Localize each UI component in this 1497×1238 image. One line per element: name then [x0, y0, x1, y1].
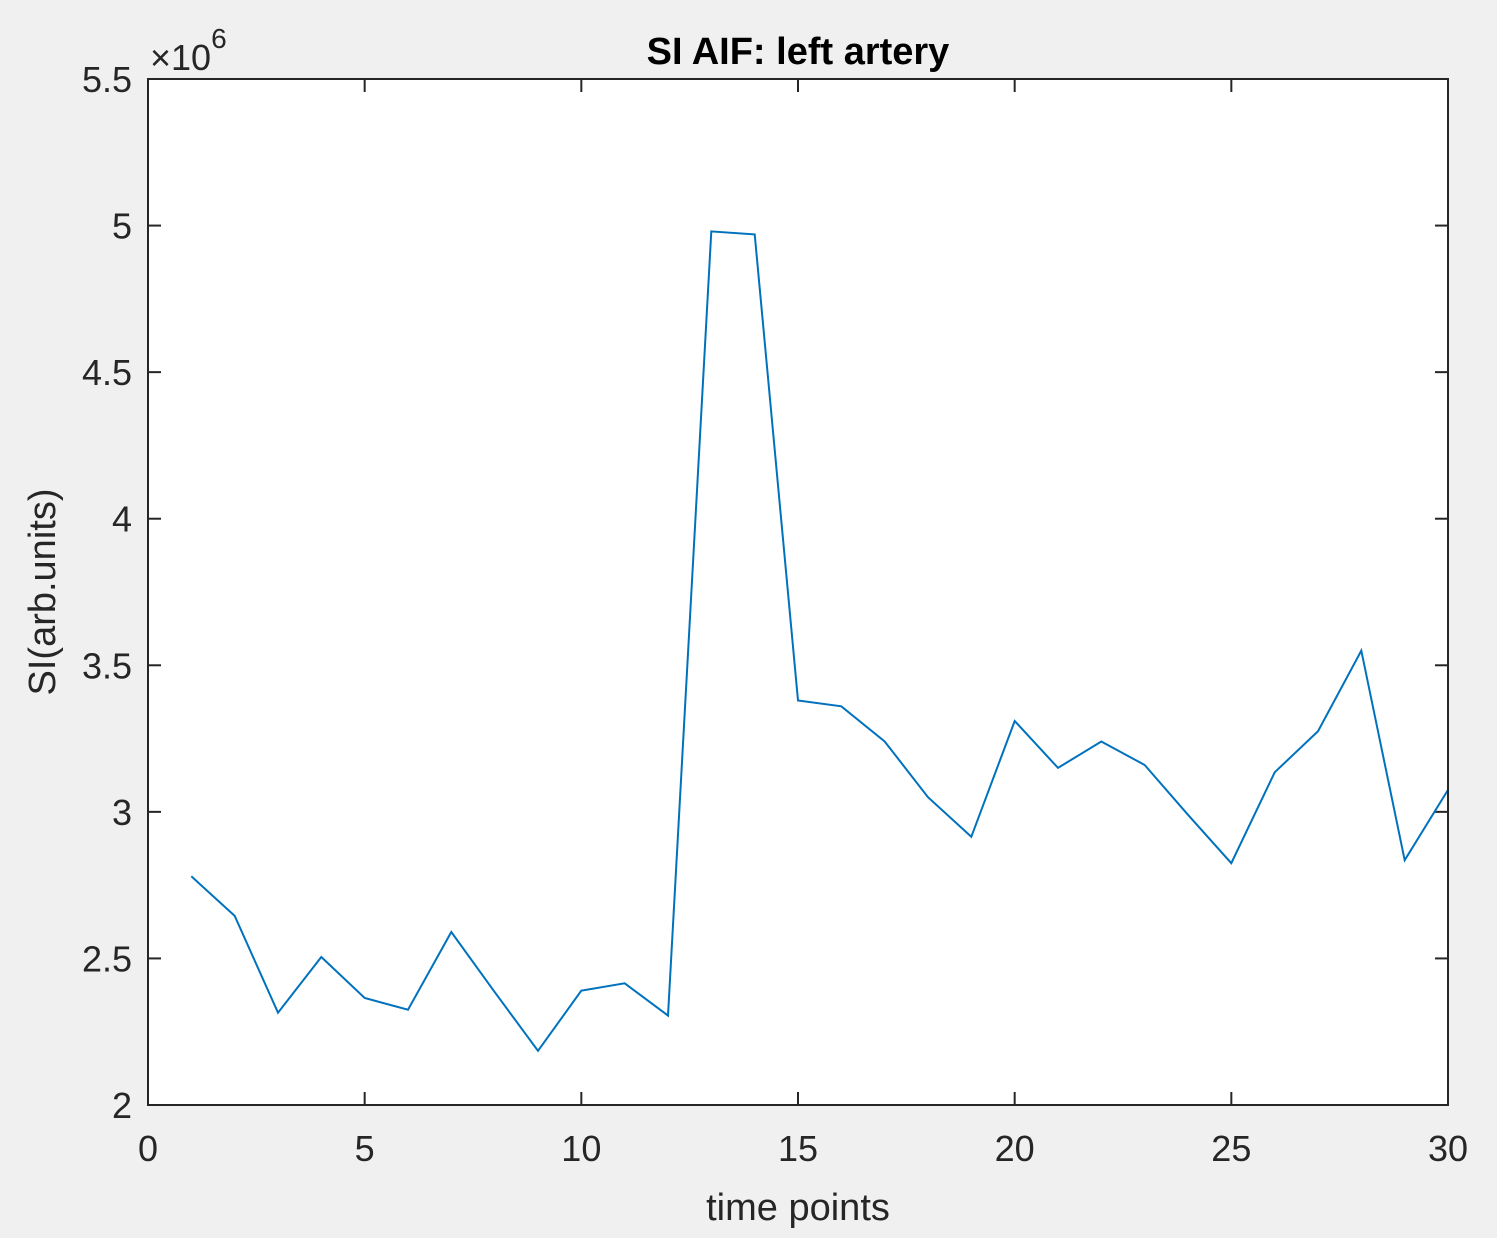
- y-tick-label: 4.5: [82, 352, 132, 393]
- x-axis-ticks: 0 5 10 15 20 25 30: [138, 79, 1468, 1169]
- y-tick-label: 2.5: [82, 938, 132, 979]
- chart-title: SI AIF: left artery: [647, 31, 950, 73]
- y-tick-label: 5.5: [82, 59, 132, 100]
- x-tick-label: 0: [138, 1128, 158, 1169]
- y-axis-ticks: 2 2.5 3 3.5 4 4.5 5 5.5: [82, 59, 1448, 1126]
- y-tick-label: 4: [112, 499, 132, 540]
- y-tick-label: 3: [112, 792, 132, 833]
- x-tick-label: 25: [1211, 1128, 1251, 1169]
- axes-box: [147, 78, 1449, 1106]
- y-tick-label: 5: [112, 206, 132, 247]
- x-tick-label: 5: [355, 1128, 375, 1169]
- x-tick-label: 15: [778, 1128, 818, 1169]
- y-tick-label: 3.5: [82, 645, 132, 686]
- y-axis-multiplier: ×106: [150, 23, 227, 78]
- x-tick-label: 20: [995, 1128, 1035, 1169]
- series-group: [190, 230, 1449, 1053]
- y-axis-multiplier-base: ×10: [150, 37, 211, 78]
- y-tick-label: 2: [112, 1085, 132, 1126]
- series-line: [190, 230, 1449, 1053]
- x-tick-label: 10: [561, 1128, 601, 1169]
- x-tick-label: 30: [1428, 1128, 1468, 1169]
- plot-area: [148, 79, 1448, 1105]
- x-axis-label: time points: [706, 1187, 890, 1229]
- y-axis-multiplier-exponent: 6: [211, 23, 227, 54]
- y-axis-label: SI(arb.units): [22, 489, 64, 696]
